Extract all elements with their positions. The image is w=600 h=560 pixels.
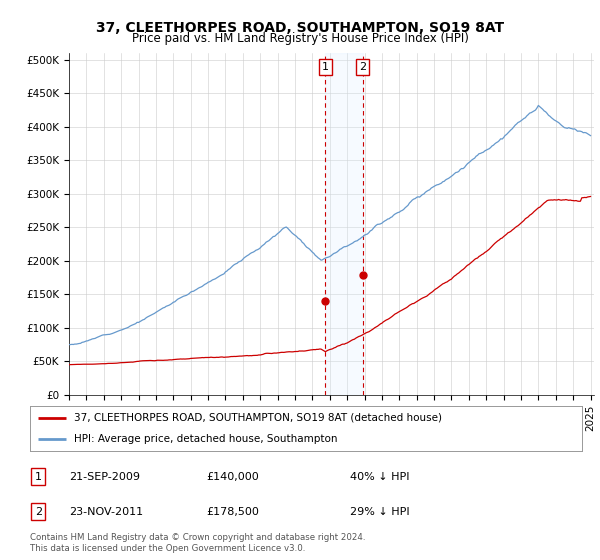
Text: Price paid vs. HM Land Registry's House Price Index (HPI): Price paid vs. HM Land Registry's House … (131, 32, 469, 45)
Text: 2: 2 (359, 62, 367, 72)
Bar (325, 53, 363, 395)
Text: £140,000: £140,000 (206, 472, 259, 482)
Text: 1: 1 (322, 62, 329, 72)
Text: £178,500: £178,500 (206, 507, 260, 517)
Text: 21-SEP-2009: 21-SEP-2009 (68, 472, 140, 482)
Text: HPI: Average price, detached house, Southampton: HPI: Average price, detached house, Sout… (74, 434, 338, 444)
Text: 37, CLEETHORPES ROAD, SOUTHAMPTON, SO19 8AT (detached house): 37, CLEETHORPES ROAD, SOUTHAMPTON, SO19 … (74, 413, 442, 423)
Text: Contains HM Land Registry data © Crown copyright and database right 2024.
This d: Contains HM Land Registry data © Crown c… (30, 533, 365, 553)
Text: 40% ↓ HPI: 40% ↓ HPI (350, 472, 410, 482)
Text: 1: 1 (35, 472, 42, 482)
Text: 37, CLEETHORPES ROAD, SOUTHAMPTON, SO19 8AT: 37, CLEETHORPES ROAD, SOUTHAMPTON, SO19 … (96, 21, 504, 35)
Text: 29% ↓ HPI: 29% ↓ HPI (350, 507, 410, 517)
Text: 2: 2 (35, 507, 42, 517)
Text: 23-NOV-2011: 23-NOV-2011 (68, 507, 143, 517)
